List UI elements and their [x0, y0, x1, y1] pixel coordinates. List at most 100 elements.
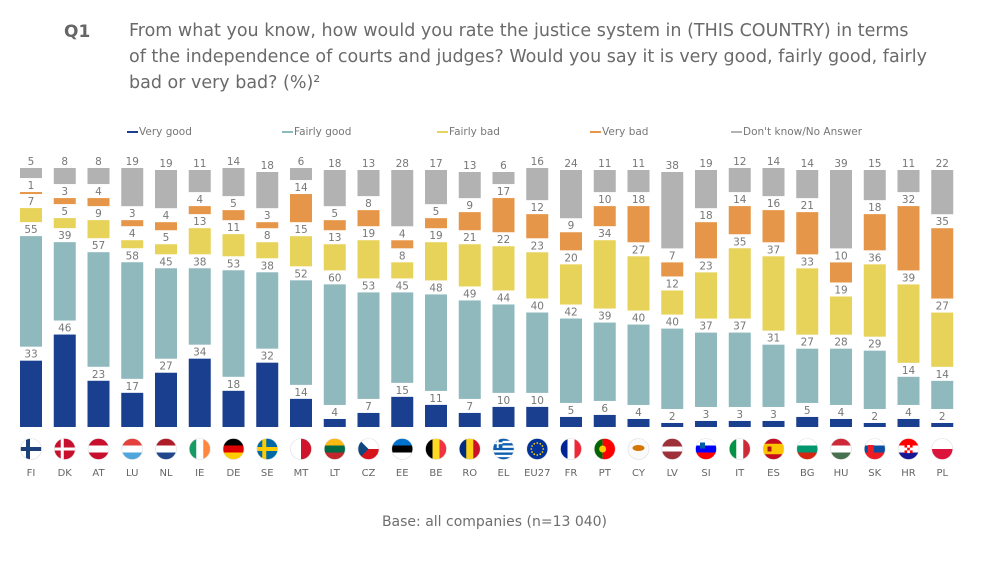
data-label-very-bad: 4: [95, 186, 102, 198]
data-label-fairly-bad: 37: [767, 244, 780, 256]
country-label: EU27: [524, 468, 550, 479]
bar-fairly-good-ie: [188, 268, 211, 345]
data-label-very-bad: 10: [834, 250, 847, 262]
stacked-bar-chart: 3355715FI4639538DK2357948AT17584319LU274…: [20, 156, 954, 479]
bar-dont-know-de: [222, 167, 245, 197]
legend-item-very-good: Very good: [127, 126, 192, 138]
bar-fairly-bad-lt: [323, 244, 346, 271]
bar-very-good-be: [425, 404, 447, 427]
country-label: ES: [767, 468, 780, 479]
bar-very-bad-at: [87, 198, 110, 207]
bar-very-bad-bg: [796, 212, 819, 255]
data-label-dont-know: 6: [500, 160, 507, 172]
data-label-very-bad: 9: [466, 200, 473, 212]
bar-fairly-good-eu27: [526, 312, 549, 393]
data-label-dont-know: 39: [834, 158, 847, 170]
data-label-fairly-good: 29: [868, 339, 881, 351]
data-label-very-good: 3: [770, 409, 777, 421]
data-label-fairly-bad: 23: [531, 240, 544, 252]
bar-fairly-good-se: [256, 272, 279, 349]
country-label: SI: [701, 468, 710, 479]
bar-very-bad-el: [492, 198, 515, 233]
data-label-very-good: 27: [159, 361, 172, 373]
bar-fairly-bad-dk: [53, 218, 76, 229]
data-label-dont-know: 38: [666, 160, 679, 172]
bar-very-good-cz: [357, 412, 380, 427]
legend-item-fairly-good: Fairly good: [282, 126, 351, 138]
data-label-very-bad: 4: [163, 210, 170, 222]
bar-very-bad-hu: [830, 262, 852, 283]
bar-very-bad-es: [762, 210, 785, 243]
data-label-fairly-good: 53: [227, 258, 240, 270]
data-label-very-good: 4: [838, 407, 845, 419]
data-label-very-bad: 8: [365, 198, 372, 210]
data-label-fairly-bad: 39: [902, 272, 915, 284]
bar-very-good-ie: [188, 358, 211, 427]
country-label: EL: [498, 468, 510, 479]
data-label-dont-know: 11: [632, 158, 645, 170]
bar-fairly-good-pl: [931, 380, 954, 409]
bar-dont-know-cy: [627, 170, 650, 193]
country-label: EE: [396, 468, 409, 479]
bar-fairly-good-lt: [323, 284, 346, 405]
bar-dont-know-mt: [290, 167, 312, 181]
data-label-dont-know: 11: [902, 158, 915, 170]
legend-label: Very good: [139, 126, 192, 138]
data-label-very-bad: 4: [399, 228, 406, 240]
data-label-dont-know: 24: [564, 158, 578, 170]
bar-very-bad-mt: [290, 194, 312, 223]
bar-dont-know-hu: [830, 170, 852, 249]
finland-flag-icon: [20, 438, 42, 460]
data-label-dont-know: 14: [227, 156, 241, 168]
bar-dont-know-ro: [458, 172, 481, 199]
data-label-very-bad: 16: [767, 198, 781, 210]
bar-very-bad-lt: [323, 220, 346, 231]
bar-fairly-bad-de: [222, 234, 245, 257]
legend-label: Don't know/No Answer: [743, 126, 863, 138]
data-label-dont-know: 16: [531, 156, 545, 168]
malta-flag-icon: [290, 438, 312, 460]
data-label-fairly-bad: 9: [95, 208, 102, 220]
bar-very-bad-cz: [357, 210, 380, 227]
austria-flag-icon: [87, 438, 110, 460]
bar-fairly-bad-ie: [188, 228, 211, 255]
data-label-fairly-good: 52: [294, 268, 307, 280]
bar-very-good-dk: [53, 334, 76, 427]
bar-very-bad-se: [256, 222, 279, 229]
bar-fairly-bad-se: [256, 242, 279, 259]
bar-dont-know-nl: [155, 170, 177, 209]
bar-very-good-lv: [661, 422, 684, 427]
greece-flag-icon: [492, 438, 515, 460]
data-label-very-good: 17: [126, 381, 139, 393]
bar-dont-know-hr: [897, 170, 920, 193]
data-label-dont-know: 11: [193, 158, 206, 170]
bar-fairly-good-lu: [121, 262, 144, 379]
data-label-fairly-good: 60: [328, 272, 341, 284]
data-label-dont-know: 8: [61, 156, 68, 168]
germany-flag-icon: [222, 438, 245, 460]
eu-flag-icon: [526, 438, 549, 460]
bar-fairly-good-bg: [796, 348, 819, 403]
data-label-fairly-good: 14: [936, 369, 950, 381]
bar-fairly-good-pt: [593, 322, 616, 401]
sweden-flag-icon: [256, 438, 279, 460]
data-label-fairly-good: 40: [666, 317, 679, 329]
bar-very-good-cy: [627, 418, 650, 427]
bar-very-good-si: [695, 420, 717, 427]
data-label-very-good: 33: [24, 349, 37, 361]
data-label-dont-know: 11: [598, 158, 611, 170]
bar-very-good-de: [222, 390, 245, 427]
data-label-very-good: 7: [466, 401, 473, 413]
bar-fairly-bad-sk: [863, 264, 886, 337]
bar-fairly-good-el: [492, 304, 515, 393]
country-label: LU: [126, 468, 138, 479]
romania-flag-icon: [458, 438, 481, 460]
country-label: BG: [800, 468, 814, 479]
lithuania-flag-icon: [323, 438, 346, 460]
bar-fairly-bad-ee: [391, 262, 414, 279]
bar-dont-know-es: [762, 167, 785, 197]
data-label-very-bad: 14: [294, 182, 308, 194]
bar-fairly-bad-at: [87, 220, 110, 239]
data-label-fairly-good: 58: [126, 250, 139, 262]
data-label-very-good: 15: [396, 385, 409, 397]
